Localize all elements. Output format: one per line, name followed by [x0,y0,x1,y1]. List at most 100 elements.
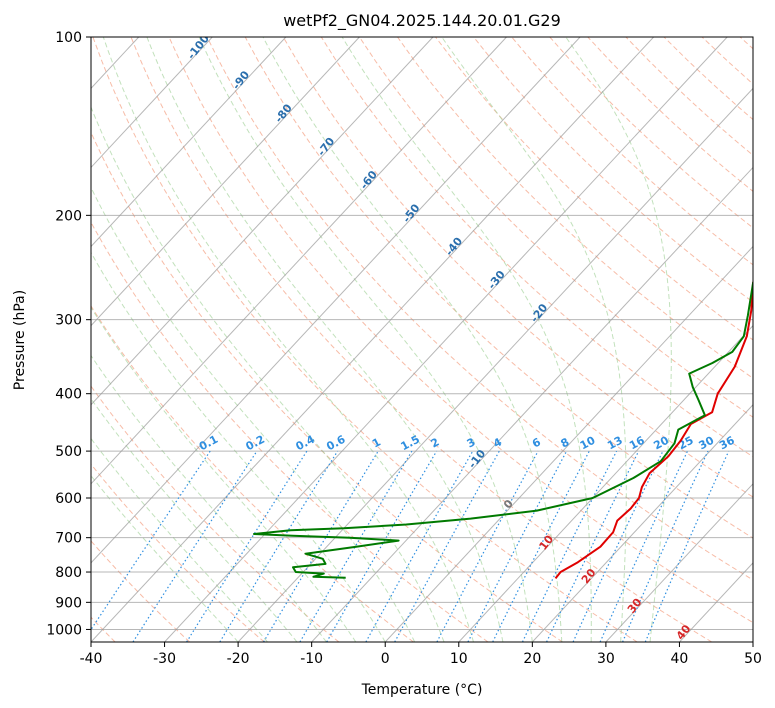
mixing-ratio-line [365,450,474,642]
dry-adiabat-line [91,221,489,642]
isotherm-label: 40 [674,622,694,642]
x-tick-label: 0 [381,651,390,667]
moist-adiabat-line [565,37,672,642]
temperature-profile-line [554,279,753,580]
dry-adiabat-line [91,305,414,642]
dewpoint-profile-line [253,279,753,579]
isotherm-label: -60 [358,168,381,192]
isotherm-label: -40 [443,235,466,259]
mixing-ratio-label: 2 [429,435,442,450]
mixing-ratio-label: 20 [651,434,671,453]
dry-adiabat-line [244,37,753,539]
isotherm-line [91,37,581,564]
moist-adiabat-line [91,474,239,642]
isotherm-label: -30 [485,268,508,292]
isotherm-line [91,37,360,327]
dry-adiabat-line [282,37,753,498]
isotherm-line [91,37,287,248]
mixing-ratio-label: 36 [717,434,737,453]
isotherm-label: -80 [272,101,295,125]
isotherm-line [0,37,65,642]
y-tick-label: 600 [55,491,82,507]
isotherm-line [237,87,753,642]
x-tick-label: -30 [153,651,176,667]
dry-adiabat-line [397,37,753,379]
x-tick-label: 30 [597,651,615,667]
isotherm-line [679,562,753,642]
dry-adiabat-line [91,385,340,642]
mixing-ratio-line [572,450,664,642]
annotation-layer: 0.1 0.2 0.4 0.6 1 1.5 2 3 4 6 8 10 13 16 20 25 30 36-100-… [185,32,737,642]
moist-adiabat-line [91,251,386,642]
mixing-ratio-line [492,450,590,642]
isotherm-line [531,403,753,642]
y-tick-label: 400 [55,387,82,403]
dry-adiabat-line [587,37,753,192]
moist-adiabat-line [102,37,474,642]
dry-adiabat-line [91,540,191,642]
isotherm-line [164,37,728,642]
mixing-ratio-label: 1 [370,435,383,450]
y-axis-title: Pressure (hPa) [12,290,28,390]
mixing-ratio-label: 3 [465,435,478,450]
moist-adiabat-line [341,37,592,642]
y-tick-label: 700 [55,531,82,547]
y-tick-label: 900 [55,595,82,611]
mixing-ratio-label: 1.5 [399,433,422,454]
dry-adiabat-line [91,131,563,642]
grid-layer [0,37,753,642]
isotherm-line [311,166,753,642]
moist-adiabat-line [146,37,504,642]
isotherm-label: -20 [528,301,551,325]
isotherm-line [605,483,753,642]
dry-adiabat-line [91,463,265,642]
dry-adiabat-line [168,37,753,624]
mixing-ratio-line [91,450,211,631]
moist-adiabat-line [262,37,563,642]
mixing-ratio-label: 10 [578,434,598,453]
isotherm-line [91,37,507,485]
x-tick-label: 40 [671,651,689,667]
chart-title: wetPf2_GN04.2025.144.20.01.G29 [283,11,561,31]
mixing-ratio-label: 8 [559,435,572,450]
mixing-ratio-label: 0.1 [197,433,220,454]
series-layer [253,279,753,580]
mixing-ratio-line [521,450,618,642]
moist-adiabat-line [91,437,268,642]
mixing-ratio-label: 13 [605,434,625,453]
isotherm-line [384,245,753,642]
dry-adiabat-line [701,37,753,85]
isotherm-label: 20 [579,566,599,586]
x-tick-label: 10 [450,651,468,667]
mixing-ratio-line [436,450,539,642]
isotherm-line [752,641,753,642]
moist-adiabat-line [441,37,627,642]
y-tick-label: 300 [55,313,82,329]
y-tick-label: 200 [55,208,82,224]
isotherm-line [91,37,655,642]
mixing-ratio-line [219,450,339,642]
moist-adiabat-line [198,37,533,642]
dry-adiabat-line [358,37,753,418]
x-tick-label: 20 [523,651,541,667]
mixing-ratio-line [132,450,258,642]
dry-adiabat-line [473,37,753,303]
x-axis-title: Temperature (°C) [361,682,483,698]
mixing-ratio-line [186,450,308,642]
moist-adiabat-line [91,105,445,642]
mixing-ratio-label: 6 [530,435,543,450]
y-tick-label: 800 [55,565,82,581]
mixing-ratio-label: 16 [627,434,647,453]
isotherm-line [458,324,753,642]
isotherm-label: -100 [185,32,212,62]
y-tick-label: 100 [55,30,82,46]
dry-adiabat-line [663,37,753,121]
plot-frame [90,36,754,643]
x-tick-label: -20 [227,651,250,667]
mixing-ratio-line [599,450,689,642]
mixing-ratio-line [644,450,730,642]
moist-adiabat-line [91,354,327,642]
mixing-ratio-line [622,450,709,642]
